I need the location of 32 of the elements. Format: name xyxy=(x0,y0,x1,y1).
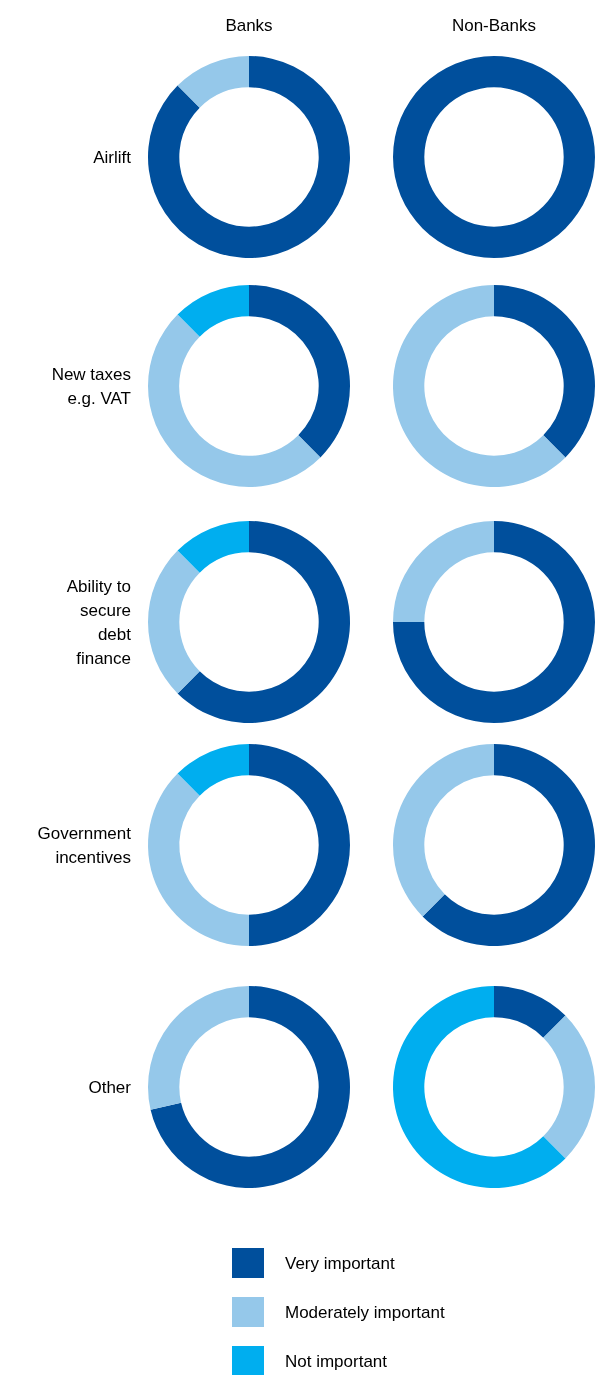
text: Airlift xyxy=(93,148,132,167)
donut-slice xyxy=(177,285,249,337)
donut-slice xyxy=(249,285,350,458)
legend-label: Moderately important xyxy=(285,1303,445,1322)
chart-title: Non-Banks xyxy=(451,16,537,35)
donut-slice xyxy=(177,56,249,108)
donut-slice xyxy=(150,986,350,1188)
donut-slice xyxy=(249,744,350,946)
donut-slice xyxy=(148,773,249,946)
text: Other xyxy=(88,1078,132,1097)
donut-slice xyxy=(393,521,494,622)
donut-slice xyxy=(393,744,494,917)
donut-slice xyxy=(148,314,321,487)
text: New taxes e.g. VAT xyxy=(51,365,131,408)
legend-label: Very important xyxy=(285,1254,395,1273)
donut-slice xyxy=(393,285,566,487)
text: Government incentives xyxy=(37,824,132,867)
donut-slice xyxy=(393,986,566,1188)
legend-label: Not important xyxy=(285,1352,388,1371)
donut-slice xyxy=(422,744,595,946)
chart-title: Banks xyxy=(225,16,273,35)
donut-slice xyxy=(177,521,350,723)
donut-slice xyxy=(494,986,566,1038)
donut-slice xyxy=(494,285,595,458)
donut-slice xyxy=(543,1015,595,1159)
donut-slice xyxy=(148,56,350,258)
donut-slice xyxy=(148,986,249,1110)
donut-slice xyxy=(148,550,200,694)
donut-slice xyxy=(393,521,595,723)
text: Ability to secure debt finance xyxy=(66,577,132,668)
donut-slice xyxy=(177,744,249,796)
donut-slice xyxy=(177,521,249,573)
